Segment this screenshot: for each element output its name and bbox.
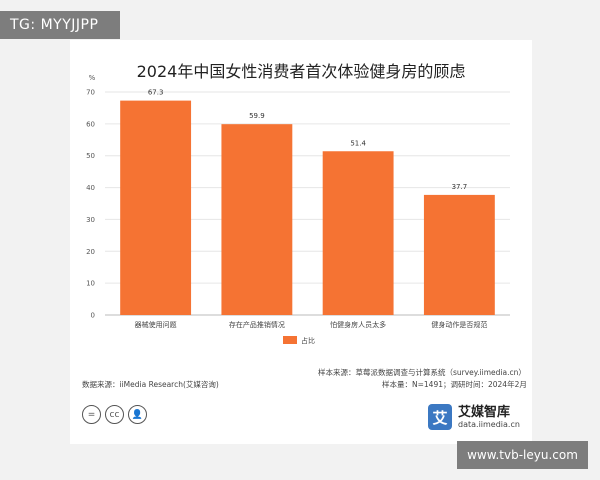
chart-title: 2024年中国女性消费者首次体验健身房的顾虑: [136, 62, 466, 81]
brand-logo-icon: 艾: [428, 404, 452, 430]
bar: [120, 100, 192, 315]
equals-icon: =: [82, 405, 101, 424]
data-label: 67.3: [148, 89, 164, 97]
x-tick-label: 健身动作是否规范: [431, 320, 487, 329]
y-tick-label: 50: [86, 152, 95, 160]
license-icons: = cc 👤: [82, 405, 147, 424]
watermark-badge: TG: MYYJJPP: [0, 11, 120, 39]
brand-logo-block: 艾 艾媒智库 data.iimedia.cn: [428, 404, 520, 430]
data-label: 51.4: [350, 139, 366, 147]
brand-site: data.iimedia.cn: [458, 419, 520, 429]
x-tick-labels: 器械使用问题 存在产品推销情况 怕健身房人员太多 健身动作是否规范: [135, 320, 488, 329]
person-icon: 👤: [128, 405, 147, 424]
y-tick-label: 70: [86, 89, 95, 97]
bar: [221, 124, 293, 315]
legend-swatch: [283, 336, 297, 344]
bars: [120, 100, 495, 315]
x-tick-label: 器械使用问题: [135, 320, 177, 329]
data-labels: 67.3 59.9 51.4 37.7: [148, 89, 467, 191]
sample-source: 样本来源：草莓派数据调查与计算系统（survey.iimedia.cn）: [318, 368, 526, 377]
data-label: 37.7: [452, 183, 468, 191]
cc-icon: cc: [105, 405, 124, 424]
y-tick-labels: 0 10 20 30 40 50 60 70: [86, 89, 95, 320]
y-tick-label: 30: [86, 216, 95, 224]
y-tick-label: 10: [86, 280, 95, 288]
brand-name: 艾媒智库: [458, 404, 511, 420]
bar: [322, 151, 394, 315]
legend: 占比: [283, 336, 315, 345]
data-label: 59.9: [249, 112, 265, 120]
legend-label: 占比: [301, 336, 315, 345]
y-tick-label: 20: [86, 248, 95, 256]
y-tick-label: 0: [91, 312, 95, 320]
data-source: 数据来源：iiMedia Research(艾媒咨询): [82, 380, 219, 389]
y-tick-label: 40: [86, 184, 95, 192]
x-tick-label: 存在产品推销情况: [229, 320, 285, 329]
y-axis-unit-label: %: [89, 74, 96, 82]
x-tick-label: 怕健身房人员太多: [330, 320, 386, 329]
site-badge: www.tvb-leyu.com: [457, 441, 588, 469]
bar: [423, 194, 495, 315]
sample-info: 样本量：N=1491；调研时间：2024年2月: [382, 380, 527, 389]
y-tick-label: 60: [86, 120, 95, 128]
